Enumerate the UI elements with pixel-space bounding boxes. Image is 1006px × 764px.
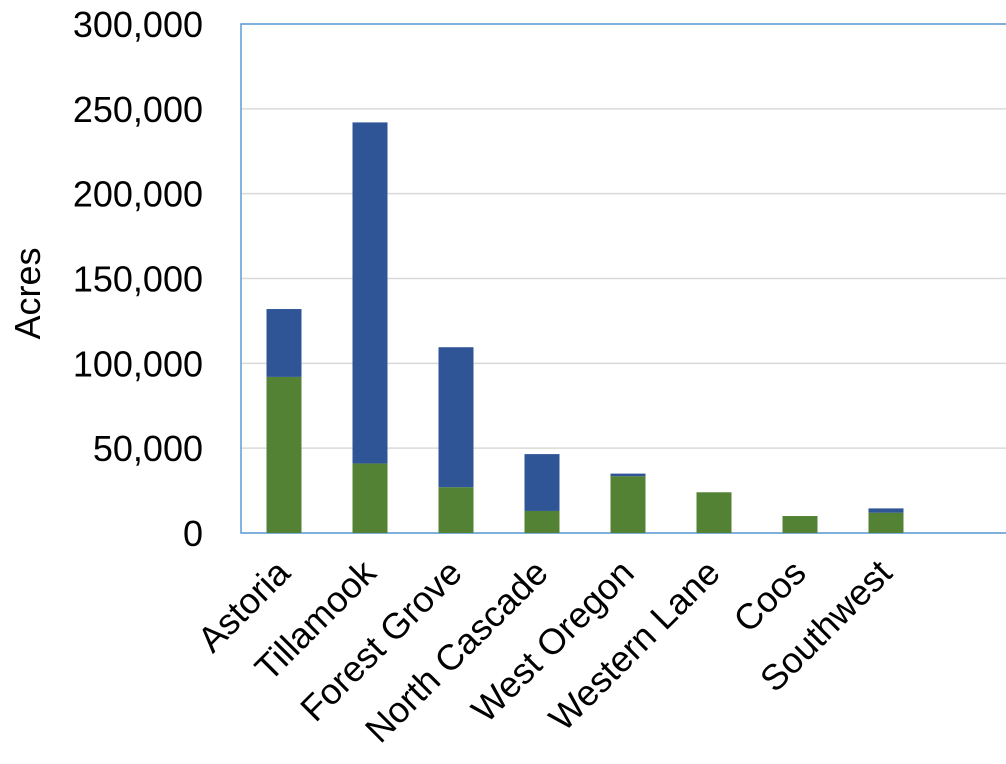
y-axis-tick-labels: 0 50,000 100,000 150,000 200,000 250,000 300,0… [73, 4, 203, 554]
bar-segment [352, 463, 388, 533]
y-tick-label: 0 [183, 513, 203, 554]
bar-segment [438, 347, 474, 488]
bar-segment [696, 492, 732, 533]
y-axis-title: Acres [7, 247, 48, 339]
bar-segment [868, 508, 904, 513]
bar-segment [352, 122, 388, 464]
y-tick-label: 100,000 [73, 343, 203, 384]
bar-segment [266, 376, 302, 533]
bar-segment [438, 487, 474, 533]
bar-segment [266, 309, 302, 377]
bar-segment [524, 454, 560, 511]
y-tick-label: 150,000 [73, 259, 203, 300]
bar-segment [610, 473, 646, 477]
bar-segment [868, 512, 904, 533]
bars [266, 122, 904, 533]
bar-segment [782, 516, 818, 533]
y-tick-label: 250,000 [73, 89, 203, 130]
y-tick-label: 200,000 [73, 174, 203, 215]
y-tick-label: 50,000 [93, 428, 203, 469]
y-tick-label: 300,000 [73, 4, 203, 45]
bar-segment [610, 476, 646, 533]
bar-segment [524, 510, 560, 533]
